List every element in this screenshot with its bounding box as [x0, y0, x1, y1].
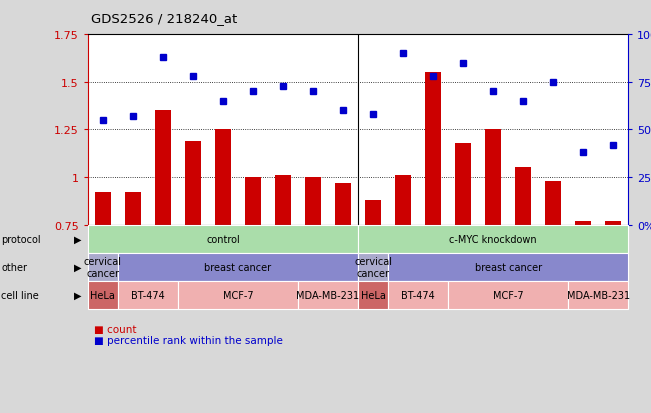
Text: HeLa: HeLa	[90, 290, 115, 300]
Text: MDA-MB-231: MDA-MB-231	[296, 290, 359, 300]
Bar	[215, 130, 231, 225]
Text: ▶: ▶	[74, 290, 81, 300]
Bar	[245, 178, 261, 225]
Bar	[485, 130, 501, 225]
Bar	[155, 111, 171, 225]
Text: ■ count: ■ count	[94, 324, 137, 334]
Text: cell line: cell line	[1, 290, 39, 300]
Text: cervical
cancer: cervical cancer	[354, 256, 392, 278]
Bar	[515, 168, 531, 225]
Text: breast cancer: breast cancer	[475, 262, 542, 272]
Bar	[94, 193, 111, 225]
Text: breast cancer: breast cancer	[204, 262, 271, 272]
Bar	[575, 221, 592, 225]
Text: MDA-MB-231: MDA-MB-231	[566, 290, 630, 300]
Text: MCF-7: MCF-7	[223, 290, 253, 300]
Bar	[545, 181, 561, 225]
Bar	[365, 200, 381, 225]
Text: other: other	[1, 262, 27, 272]
Bar	[275, 176, 291, 225]
Text: MCF-7: MCF-7	[493, 290, 523, 300]
Bar	[425, 73, 441, 225]
Text: protocol: protocol	[1, 234, 41, 244]
Bar	[605, 221, 622, 225]
Bar	[455, 143, 471, 225]
Text: BT-474: BT-474	[401, 290, 435, 300]
Text: BT-474: BT-474	[131, 290, 165, 300]
Text: GDS2526 / 218240_at: GDS2526 / 218240_at	[91, 12, 238, 25]
Bar	[185, 142, 201, 225]
Bar	[124, 193, 141, 225]
Text: cervical
cancer: cervical cancer	[84, 256, 122, 278]
Bar	[305, 178, 322, 225]
Text: ■ percentile rank within the sample: ■ percentile rank within the sample	[94, 335, 283, 345]
Text: c-MYC knockdown: c-MYC knockdown	[449, 234, 537, 244]
Text: ▶: ▶	[74, 262, 81, 272]
Text: HeLa: HeLa	[361, 290, 385, 300]
Bar	[395, 176, 411, 225]
Text: control: control	[206, 234, 240, 244]
Text: ▶: ▶	[74, 234, 81, 244]
Bar	[335, 183, 352, 225]
